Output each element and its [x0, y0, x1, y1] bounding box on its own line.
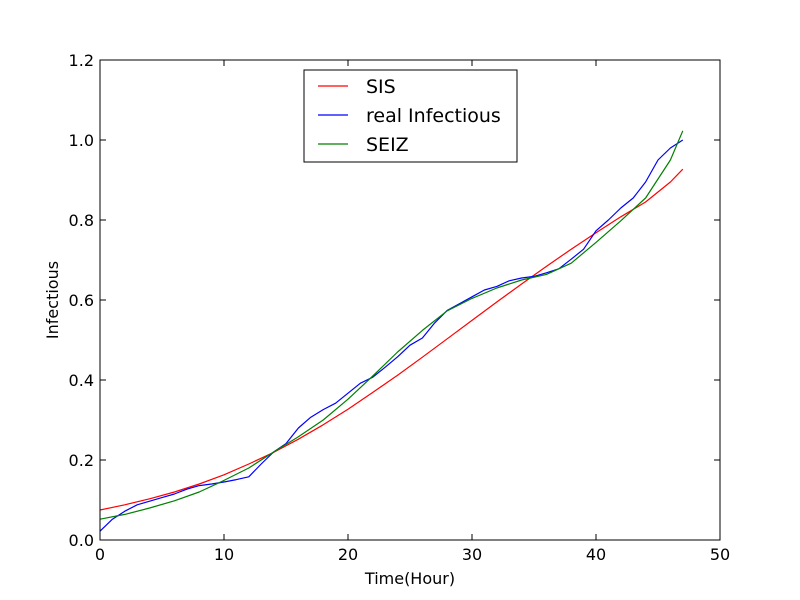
- y-tick-label: 0.2: [69, 451, 94, 470]
- x-tick-label: 0: [95, 545, 105, 564]
- y-tick-label: 0.0: [69, 531, 94, 550]
- series-line-real-infectious: [99, 139, 684, 532]
- y-tick-label: 1.0: [69, 131, 94, 150]
- series-line-seiz: [99, 130, 684, 520]
- y-tick-label: 0.6: [69, 291, 94, 310]
- legend-frame: [303, 69, 518, 163]
- legend-label-real-infectious: real Infectious: [366, 105, 501, 127]
- legend: SIS real Infectious SEIZ: [303, 69, 518, 163]
- plot-frame: [99, 59, 721, 541]
- x-tick-label: 50: [710, 545, 730, 564]
- x-tick-label: 30: [462, 545, 482, 564]
- legend-label-seiz: SEIZ: [366, 134, 409, 156]
- y-axis-label: Infectious: [43, 261, 62, 339]
- y-tick-label: 1.2: [69, 51, 94, 70]
- y-tick-label: 0.4: [69, 371, 94, 390]
- legend-label-sis: SIS: [366, 76, 396, 98]
- x-tick-label: 20: [338, 545, 358, 564]
- x-tick-label: 40: [586, 545, 606, 564]
- series-line-sis: [99, 168, 684, 511]
- x-tick-label: 10: [214, 545, 234, 564]
- x-axis-label: Time(Hour): [364, 569, 455, 588]
- y-tick-label: 0.8: [69, 211, 94, 230]
- tick-layer: 0 10 20 30 40 50 0.0 0.2 0.4 0.6 0.8 1.0 1.2: [69, 51, 731, 564]
- series-layer: [99, 130, 684, 532]
